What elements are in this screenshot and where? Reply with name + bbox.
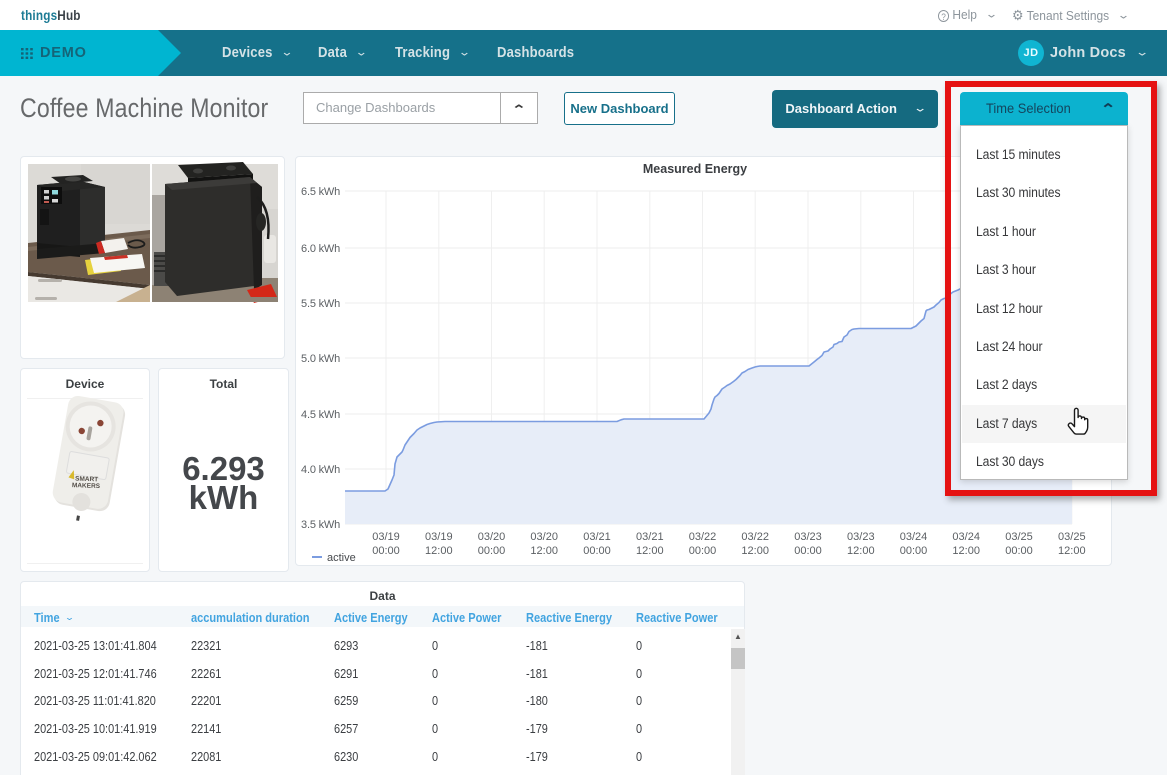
svg-text:4.5 kWh: 4.5 kWh — [301, 409, 340, 421]
svg-text:5.5 kWh: 5.5 kWh — [301, 298, 340, 310]
svg-text:03/25: 03/25 — [1058, 531, 1086, 543]
svg-text:03/23: 03/23 — [847, 531, 875, 543]
svg-text:active: active — [327, 552, 356, 564]
svg-text:00:00: 00:00 — [794, 545, 822, 557]
svg-text:03/22: 03/22 — [741, 531, 769, 543]
svg-text:3.5 kWh: 3.5 kWh — [301, 519, 340, 531]
svg-text:03/23: 03/23 — [794, 531, 822, 543]
svg-text:03/20: 03/20 — [530, 531, 558, 543]
svg-text:03/24: 03/24 — [952, 531, 980, 543]
svg-text:03/24: 03/24 — [900, 531, 928, 543]
svg-text:03/21: 03/21 — [583, 531, 611, 543]
svg-text:03/25: 03/25 — [1005, 531, 1033, 543]
svg-text:00:00: 00:00 — [372, 545, 400, 557]
svg-text:12:00: 12:00 — [530, 545, 558, 557]
svg-text:00:00: 00:00 — [478, 545, 506, 557]
svg-text:03/21: 03/21 — [636, 531, 664, 543]
svg-text:03/22: 03/22 — [689, 531, 717, 543]
svg-text:SMART: SMART — [75, 476, 98, 484]
svg-text:6.0 kWh: 6.0 kWh — [301, 243, 340, 255]
svg-text:12:00: 12:00 — [636, 545, 664, 557]
svg-text:03/20: 03/20 — [478, 531, 506, 543]
svg-text:12:00: 12:00 — [952, 545, 980, 557]
svg-text:6.5 kWh: 6.5 kWh — [301, 186, 340, 198]
svg-text:4.0 kWh: 4.0 kWh — [301, 464, 340, 476]
svg-text:Measured Energy: Measured Energy — [643, 162, 747, 176]
svg-text:12:00: 12:00 — [1058, 545, 1086, 557]
svg-text:5.0 kWh: 5.0 kWh — [301, 353, 340, 365]
svg-text:12:00: 12:00 — [425, 545, 453, 557]
svg-text:00:00: 00:00 — [1005, 545, 1033, 557]
svg-text:12:00: 12:00 — [847, 545, 875, 557]
svg-text:03/19: 03/19 — [425, 531, 453, 543]
svg-text:MAKERS: MAKERS — [72, 482, 101, 490]
svg-text:00:00: 00:00 — [689, 545, 717, 557]
svg-text:00:00: 00:00 — [900, 545, 928, 557]
svg-text:03/19: 03/19 — [372, 531, 400, 543]
svg-text:00:00: 00:00 — [583, 545, 611, 557]
svg-text:12:00: 12:00 — [741, 545, 769, 557]
